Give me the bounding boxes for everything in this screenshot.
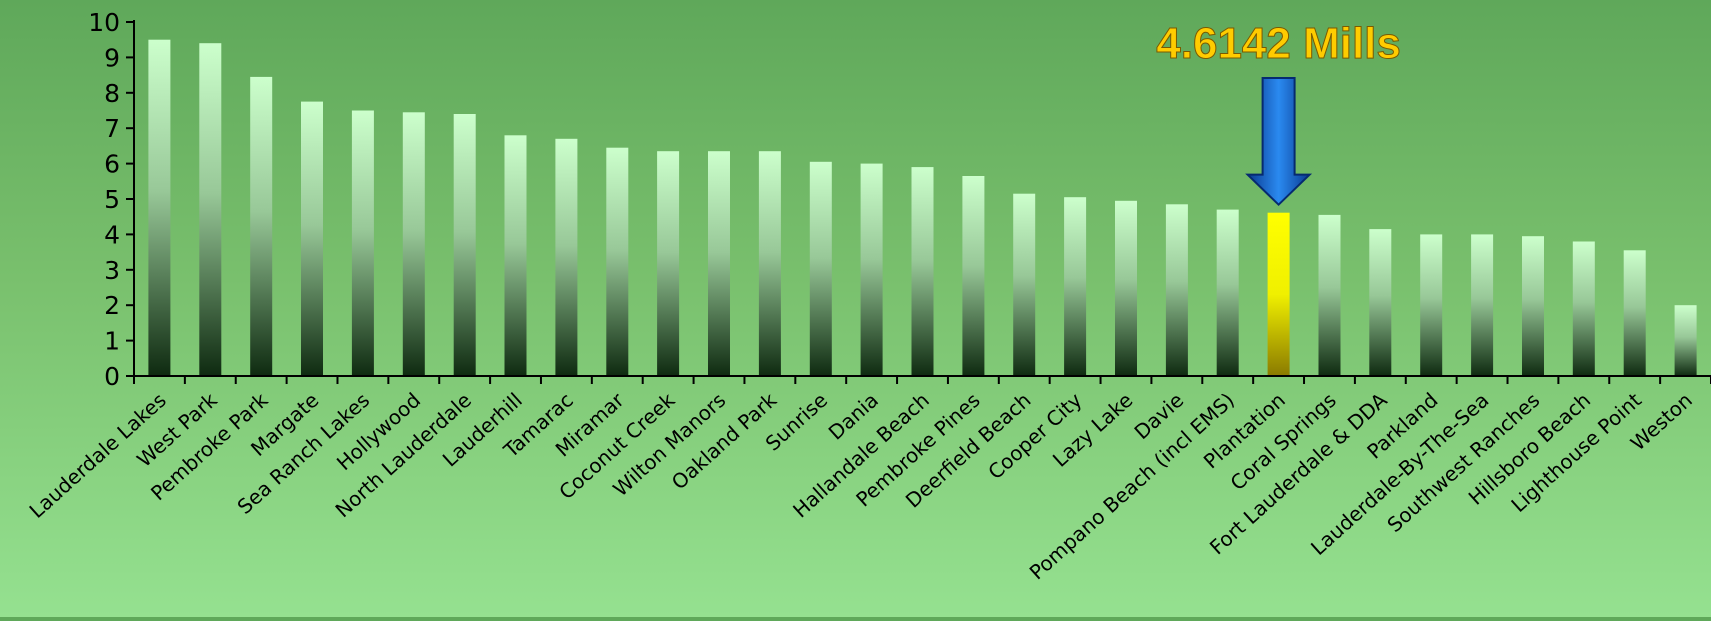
y-tick-label: 4 bbox=[104, 220, 120, 249]
bar bbox=[1216, 209, 1239, 376]
y-tick-label: 5 bbox=[104, 185, 120, 214]
bar bbox=[657, 151, 680, 376]
y-tick-label: 8 bbox=[104, 79, 120, 108]
bar bbox=[402, 112, 425, 377]
bar bbox=[555, 138, 578, 376]
bar bbox=[1369, 229, 1392, 376]
bar bbox=[1674, 305, 1697, 376]
bar bbox=[860, 163, 883, 376]
y-tick-label: 3 bbox=[104, 256, 120, 285]
y-tick-label: 2 bbox=[104, 291, 120, 320]
bar bbox=[1572, 241, 1595, 376]
bar bbox=[1165, 204, 1188, 376]
bar bbox=[1420, 234, 1443, 376]
bar bbox=[1318, 214, 1341, 376]
bar bbox=[1522, 236, 1544, 376]
bar bbox=[1013, 193, 1036, 376]
bar bbox=[453, 114, 476, 376]
bar bbox=[809, 161, 832, 376]
bar bbox=[250, 76, 273, 377]
bar bbox=[148, 39, 171, 376]
y-tick-label: 9 bbox=[104, 43, 120, 72]
bar bbox=[1623, 250, 1646, 376]
bar bbox=[199, 43, 222, 376]
y-tick-label: 1 bbox=[104, 327, 120, 356]
y-tick-label: 7 bbox=[104, 114, 120, 143]
callout-arrow-icon bbox=[1245, 77, 1313, 207]
bar bbox=[962, 176, 985, 376]
bar bbox=[708, 151, 730, 376]
bar bbox=[351, 110, 374, 376]
bar bbox=[1471, 234, 1494, 376]
bar bbox=[1064, 197, 1087, 376]
bar bbox=[504, 135, 527, 376]
bar bbox=[758, 151, 781, 376]
bar bbox=[301, 101, 323, 376]
y-tick-label: 10 bbox=[88, 8, 120, 37]
callout-label: 4.6142 Mills bbox=[1156, 19, 1401, 68]
bar-highlighted bbox=[1267, 212, 1290, 376]
bar bbox=[1115, 200, 1137, 376]
y-tick-label: 0 bbox=[104, 362, 120, 391]
bar bbox=[911, 167, 934, 376]
y-tick-label: 6 bbox=[104, 150, 120, 179]
bar bbox=[606, 147, 629, 376]
